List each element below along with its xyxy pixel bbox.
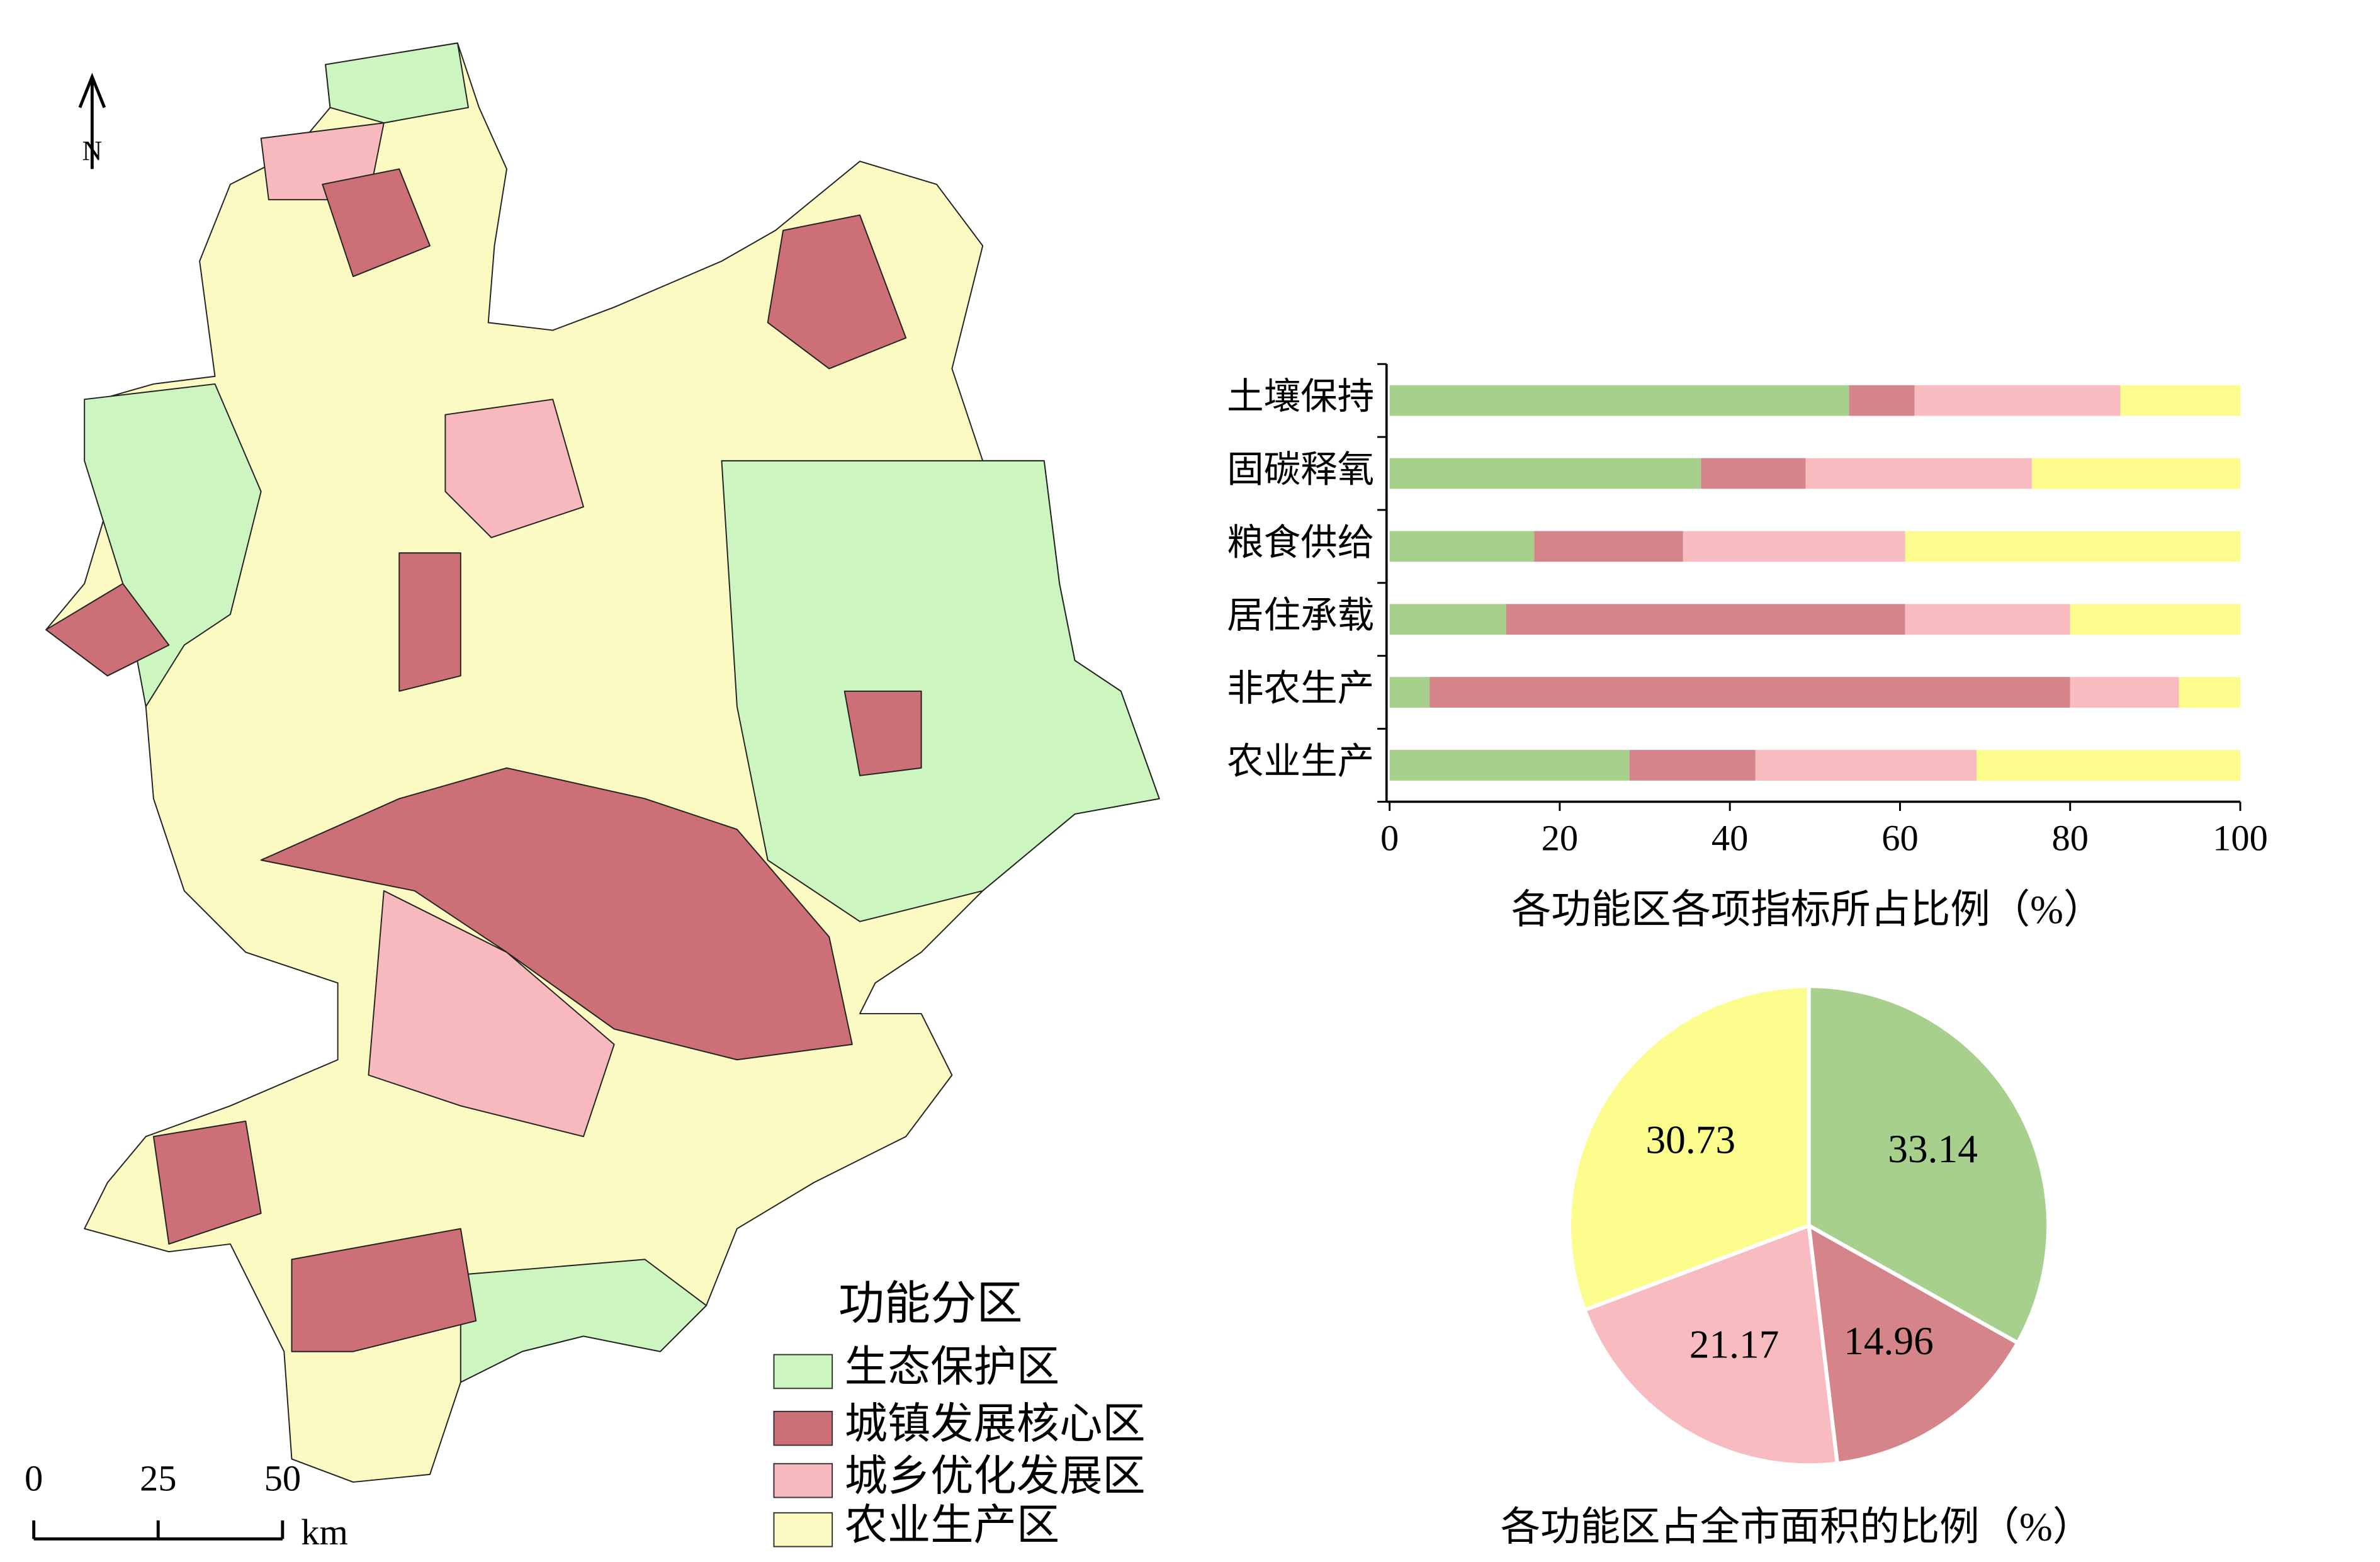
- map-region: [444, 399, 584, 538]
- bar-segment: [1849, 385, 1915, 416]
- bar-segment: [1389, 458, 1701, 489]
- pie-title: 各功能区占全市面积的比例（%）: [1501, 1505, 2093, 1549]
- legend-label: 城乡优化发展区: [845, 1452, 1146, 1500]
- x-tick-label: 80: [2051, 817, 2089, 858]
- map: [45, 42, 1160, 1483]
- map-region: [325, 42, 469, 124]
- pie-slice: [1807, 984, 2051, 1346]
- pie-label: 33.14: [1888, 1126, 1978, 1171]
- map-region: [721, 460, 1160, 922]
- map-region: [152, 1120, 262, 1245]
- x-tick-label: 100: [2213, 817, 2268, 858]
- map-region: [843, 690, 922, 776]
- y-tick-label: 土壤保持: [1227, 376, 1374, 417]
- y-tick-label: 非农生产: [1227, 668, 1374, 709]
- x-tick-label: 0: [1380, 817, 1399, 858]
- pie-label: 14.96: [1844, 1318, 1934, 1363]
- bar-segment: [1430, 677, 2070, 708]
- x-tick-label: 60: [1881, 817, 1919, 858]
- legend-title: 功能分区: [838, 1278, 1023, 1329]
- bar-segment: [1805, 458, 2032, 489]
- map-region: [322, 168, 431, 278]
- legend-key: [773, 1354, 833, 1389]
- bar-segment: [2120, 385, 2241, 416]
- pie-slice: [1567, 984, 1811, 1313]
- bar-segment: [1389, 604, 1506, 635]
- bar-segment: [2031, 458, 2241, 489]
- scale-bar: [32, 1520, 285, 1541]
- y-tick-label: 居住承载: [1227, 595, 1374, 636]
- north-label: N: [82, 136, 103, 166]
- legend-key: [773, 1410, 833, 1446]
- bar-segment: [1977, 750, 2241, 781]
- bar-segment: [1683, 531, 1905, 562]
- map-region: [84, 383, 262, 708]
- x-tick-label: 40: [1712, 817, 1749, 858]
- bar-segment: [1701, 458, 1806, 489]
- map-region: [45, 583, 170, 677]
- scale-label: 50: [264, 1458, 302, 1499]
- bar-segment: [1905, 604, 2070, 635]
- bar-segment: [1506, 604, 1905, 635]
- map-region: [460, 1259, 708, 1383]
- bar-segment: [1534, 531, 1683, 562]
- bar-segment: [1389, 385, 1849, 416]
- y-tick-label: 农业生产: [1227, 741, 1374, 782]
- pie-slice: [1582, 1223, 1840, 1468]
- map-region: [767, 214, 907, 370]
- x-tick-label: 20: [1542, 817, 1579, 858]
- bar-segment: [1389, 677, 1430, 708]
- legend-key: [773, 1512, 833, 1548]
- north-arrow: [78, 72, 106, 169]
- legend-label: 生态保护区: [845, 1343, 1060, 1391]
- y-tick-label: 固碳释氧: [1227, 449, 1374, 490]
- bar-segment: [1914, 385, 2121, 416]
- map-region: [260, 767, 853, 1061]
- bar-segment: [1629, 750, 1756, 781]
- bar-segment: [2070, 677, 2179, 708]
- bar-segment: [1389, 750, 1630, 781]
- bar-segment: [1389, 531, 1535, 562]
- bar-segment: [2179, 677, 2241, 708]
- legend-key: [773, 1463, 833, 1498]
- pie-slice: [1806, 1222, 2021, 1466]
- pie-chart: 33.14 14.96 21.17 30.73 各功能区占全市面积的比例（%）: [1501, 984, 2093, 1549]
- scale-label: 0: [25, 1458, 43, 1499]
- scale-unit: km: [301, 1512, 348, 1553]
- x-axis-label: 各功能区各项指标所占比例（%）: [1511, 887, 2104, 932]
- map-region: [291, 1228, 477, 1352]
- pie-label: 21.17: [1689, 1321, 1779, 1366]
- bar-segment: [1755, 750, 1977, 781]
- scale-label: 25: [140, 1458, 177, 1499]
- bar-segment: [2070, 604, 2241, 635]
- map-region: [398, 552, 461, 692]
- legend-label: 城镇发展核心区: [845, 1400, 1146, 1447]
- bar-segment: [1905, 531, 2241, 562]
- pie-label: 30.73: [1645, 1117, 1735, 1162]
- legend-label: 农业生产区: [845, 1501, 1060, 1549]
- bar-chart: 0 20 40 60 80 100 各功能区各项指标所占比例（%） 土壤保持固碳释氧粮食供给居…: [1227, 363, 2268, 932]
- y-tick-label: 粮食供给: [1227, 522, 1374, 563]
